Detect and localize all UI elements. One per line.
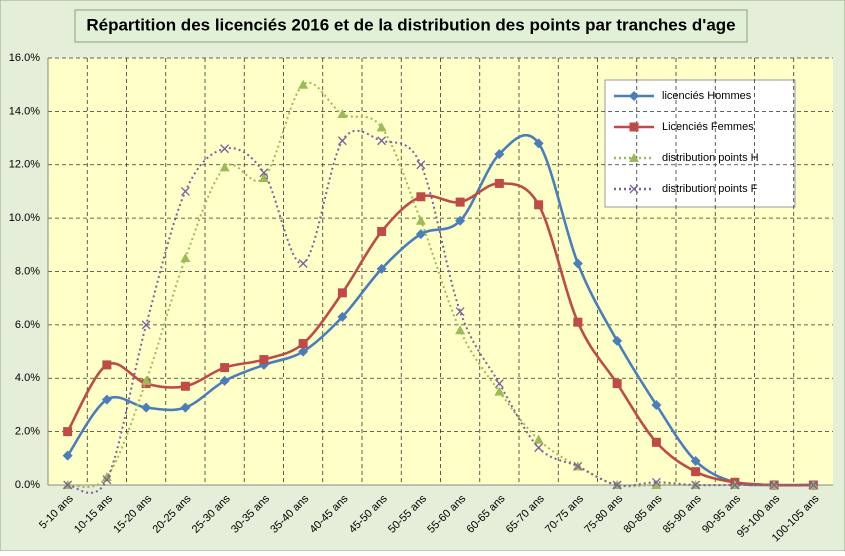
legend-label: Licenciés Femmes xyxy=(662,121,754,133)
marker xyxy=(141,375,152,385)
marker xyxy=(337,109,348,119)
marker xyxy=(494,386,505,396)
marker xyxy=(219,162,230,172)
marker xyxy=(376,122,387,132)
marker xyxy=(533,138,544,149)
title-box xyxy=(74,9,748,43)
marker xyxy=(101,394,112,405)
marker xyxy=(298,339,308,349)
marker xyxy=(690,455,701,466)
legend-marker xyxy=(629,184,639,194)
marker xyxy=(377,226,387,236)
marker xyxy=(573,461,583,471)
legend-label: distribution points H xyxy=(662,152,759,164)
marker xyxy=(415,215,426,225)
marker xyxy=(102,360,112,370)
marker xyxy=(455,325,466,335)
marker xyxy=(259,355,269,365)
marker xyxy=(141,402,152,413)
y-tick-label: 0.0% xyxy=(15,479,40,491)
y-tick-label: 2.0% xyxy=(15,426,40,438)
marker xyxy=(219,375,230,386)
y-tick-label: 14.0% xyxy=(9,105,40,117)
marker xyxy=(612,335,623,346)
marker xyxy=(180,253,191,263)
marker xyxy=(337,136,347,146)
legend-label: licenciés Hommes xyxy=(662,90,752,102)
marker xyxy=(730,480,740,490)
marker xyxy=(494,379,504,389)
y-tick-label: 12.0% xyxy=(9,159,40,171)
marker xyxy=(102,475,112,485)
marker xyxy=(651,480,662,489)
marker xyxy=(651,477,661,487)
marker xyxy=(808,480,818,490)
marker xyxy=(180,402,191,413)
marker xyxy=(691,480,701,490)
y-tick-label: 10.0% xyxy=(9,212,40,224)
series-line xyxy=(66,182,814,487)
marker xyxy=(534,443,544,453)
marker xyxy=(651,399,662,410)
marker xyxy=(416,160,426,170)
marker xyxy=(337,311,348,322)
marker xyxy=(63,480,73,490)
marker xyxy=(337,288,347,298)
marker xyxy=(377,136,387,146)
marker xyxy=(141,320,151,330)
marker xyxy=(180,381,190,391)
marker xyxy=(534,200,544,210)
marker xyxy=(455,197,465,207)
legend-marker xyxy=(629,91,639,101)
marker xyxy=(612,379,622,389)
marker xyxy=(494,178,504,188)
marker xyxy=(376,263,387,274)
marker xyxy=(612,480,622,490)
y-tick-label: 6.0% xyxy=(15,319,40,331)
legend-label: distribution points F xyxy=(662,183,758,195)
marker xyxy=(691,467,701,477)
marker xyxy=(416,192,426,202)
marker xyxy=(63,427,73,437)
legend-marker xyxy=(629,122,639,132)
marker xyxy=(415,229,426,240)
marker xyxy=(101,471,112,481)
marker xyxy=(220,144,230,154)
marker xyxy=(573,317,583,327)
marker xyxy=(259,168,269,178)
marker xyxy=(180,186,190,196)
marker xyxy=(455,215,466,226)
marker xyxy=(572,258,583,269)
legend-marker xyxy=(629,153,639,162)
marker xyxy=(220,363,230,373)
marker xyxy=(651,437,661,447)
marker xyxy=(494,149,505,160)
marker xyxy=(455,307,465,316)
marker xyxy=(298,259,308,268)
marker xyxy=(62,450,73,461)
y-tick-label: 16.0% xyxy=(9,52,40,64)
y-tick-label: 4.0% xyxy=(15,372,40,384)
marker xyxy=(298,79,309,89)
y-tick-label: 8.0% xyxy=(15,265,40,277)
marker xyxy=(258,173,269,183)
marker xyxy=(298,346,309,357)
series-line xyxy=(67,81,814,489)
chart-title: Répartition des licenciés 2016 et de la … xyxy=(86,15,735,34)
marker xyxy=(533,434,544,444)
marker xyxy=(769,480,779,490)
